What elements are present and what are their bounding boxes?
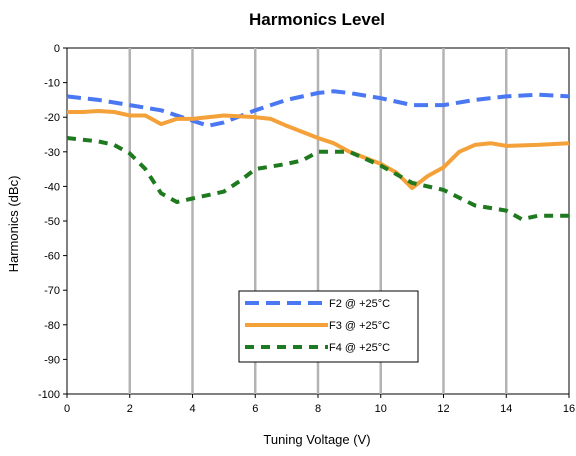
x-tick-label: 12 [437,403,449,415]
series-layer [66,89,570,222]
x-tick-label: 10 [375,403,387,415]
x-tick-label: 8 [315,403,321,415]
y-tick-label: -20 [44,112,60,124]
y-tick-label: -100 [38,389,60,401]
x-tick-label: 0 [64,403,70,415]
axes [63,47,570,398]
y-tick-label: -90 [44,354,60,366]
y-tick-label: -60 [44,251,60,263]
legend-label: F2 @ +25°C [329,298,390,310]
y-tick-label: -70 [44,285,60,297]
x-tick-label: 6 [252,403,258,415]
x-axis-label: Tuning Voltage (V) [263,432,370,447]
series-line-3 [66,136,569,222]
y-tick-label: -30 [44,147,60,159]
x-tick-label: 14 [500,403,512,415]
chart-title: Harmonics Level [249,10,385,29]
y-axis-label: Harmonics (dBc) [6,176,21,273]
x-tick-label: 2 [127,403,133,415]
y-tick-label: -50 [44,216,60,228]
y-tick-label: -80 [44,320,60,332]
series-line-1 [66,89,570,128]
tick-labels: 0 2 4 6 8 10 12 14 16 0 -10 -20 -30 -40 -50 -60 -70 -80 -9… [38,43,575,415]
legend-label: F3 @ +25°C [329,320,390,332]
x-tick-label: 4 [189,403,195,415]
y-tick-label: 0 [54,43,60,55]
x-tick-label: 16 [563,403,575,415]
y-tick-label: -40 [44,181,60,193]
legend-label: F4 @ +25°C [329,342,390,354]
y-tick-label: -10 [44,78,60,90]
legend: F2 @ +25°C F3 @ +25°C F4 @ +25°C [238,290,419,363]
series-line-2 [67,109,570,191]
